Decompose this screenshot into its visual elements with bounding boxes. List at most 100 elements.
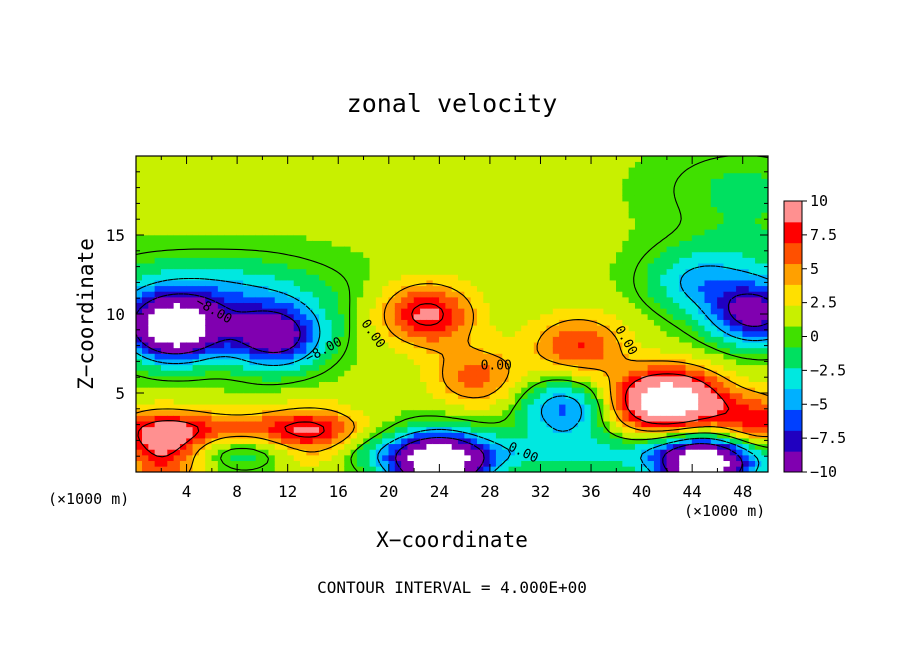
field-cell [350,200,358,208]
field-cell [508,370,516,377]
field-cell [350,178,358,185]
field-cell [369,437,377,445]
field-cell [375,392,383,399]
field-cell [483,166,491,174]
field-cell [432,291,440,298]
field-cell [142,234,149,241]
field-cell [388,279,396,287]
field-cell [287,206,295,213]
field-cell [268,443,276,450]
field-cell [527,195,535,202]
field-cell [255,443,263,450]
field-cell [173,426,181,433]
field-cell [249,341,257,349]
field-cell [388,454,396,462]
field-cell [148,358,156,366]
field-cell [634,358,642,366]
field-cell [262,392,270,399]
field-cell [413,392,421,399]
field-cell [533,387,541,394]
field-cell [458,240,465,247]
field-cell [167,426,175,433]
field-cell [647,251,655,258]
field-cell [508,268,516,275]
field-cell [388,178,396,185]
field-cell [274,324,282,332]
field-cell [647,336,655,343]
field-cell [287,234,295,241]
field-cell [142,291,149,298]
field-cell [514,183,522,191]
field-cell [325,409,333,416]
field-cell [590,251,598,258]
field-cell [609,156,617,162]
field-cell [445,212,453,219]
field-cell [293,426,301,433]
field-cell [192,268,200,275]
field-cell [647,308,655,315]
field-cell [211,387,219,394]
field-cell [394,381,402,388]
field-cell [394,426,402,433]
field-cell [565,466,573,472]
field-cell [590,183,598,191]
field-cell [590,437,598,445]
field-cell [274,161,282,168]
field-cell [647,324,655,332]
field-cell [382,183,390,191]
field-cell [198,166,206,174]
field-cell [439,285,446,292]
field-cell [483,454,491,462]
field-cell [173,347,181,354]
field-cell [653,166,661,174]
field-cell [344,398,352,405]
field-cell [565,454,573,462]
field-cell [609,324,617,332]
field-cell [634,206,642,213]
field-cell [445,200,453,208]
field-cell [634,466,642,472]
field-cell [666,251,674,258]
field-cell [407,251,415,258]
field-cell [331,313,339,320]
field-cell [401,156,409,162]
field-cell [508,358,516,366]
field-cell [142,274,149,281]
field-cell [281,217,288,225]
field-cell [249,279,257,287]
field-cell [192,285,200,292]
field-cell [628,466,636,472]
field-cell [217,268,225,275]
field-cell [571,206,579,213]
field-cell [154,420,162,428]
field-cell [217,166,225,174]
field-cell [622,161,630,168]
field-cell [508,183,516,191]
field-cell [312,189,320,196]
field-cell [312,392,320,399]
field-cell [401,437,409,445]
field-cell [369,251,377,258]
field-cell [186,466,194,472]
field-cell [154,178,162,185]
field-cell [533,206,541,213]
field-cell [325,437,333,445]
field-cell [603,420,611,428]
field-cell [394,268,402,275]
field-cell [312,403,320,411]
field-cell [160,274,168,281]
field-cell [350,460,358,467]
field-cell [483,178,491,185]
field-cell [356,347,364,354]
field-cell [439,200,446,208]
field-cell [533,409,541,416]
field-cell [571,454,579,462]
field-cell [401,200,409,208]
field-cell [514,234,522,241]
field-cell [432,415,440,422]
field-cell [167,392,175,399]
chart-title: zonal velocity [347,89,558,118]
field-cell [584,330,592,337]
field-cell [205,240,213,247]
field-cell [647,183,655,191]
